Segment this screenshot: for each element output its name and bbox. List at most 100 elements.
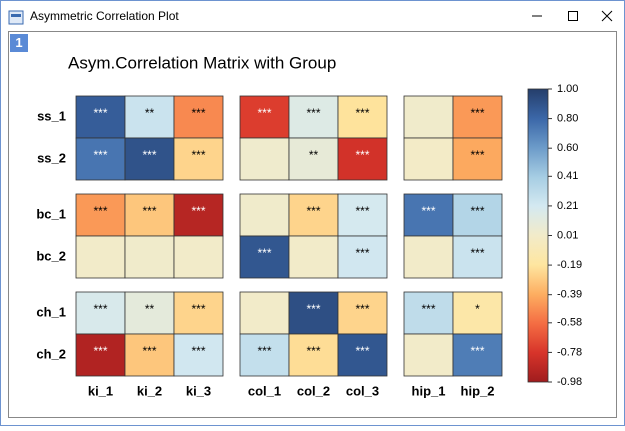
cell: [403, 137, 454, 181]
cell: [239, 95, 290, 139]
cell: [173, 291, 224, 335]
cell-annotation: ***: [355, 302, 369, 316]
row-label: ss_1: [37, 108, 66, 123]
cell: [239, 235, 290, 279]
cell: [403, 193, 454, 237]
cell: [337, 235, 388, 279]
page-tab[interactable]: [10, 34, 28, 52]
cell-annotation: ***: [257, 106, 271, 120]
column-label: ki_2: [137, 383, 162, 398]
cell-annotation: ***: [257, 344, 271, 358]
cell: [403, 235, 454, 279]
close-button[interactable]: [601, 10, 613, 22]
app-icon: [8, 10, 24, 25]
cell-annotation: ***: [93, 302, 107, 316]
colorbar-tick-label: 0.41: [557, 170, 578, 182]
cell-annotation: **: [145, 302, 155, 316]
colorbar-tick-label: 0.60: [557, 142, 578, 154]
cell: [173, 95, 224, 139]
cell-annotation: ***: [93, 106, 107, 120]
cell: [403, 333, 454, 377]
cell: [75, 235, 126, 279]
cell-annotation: ***: [306, 204, 320, 218]
column-label: ki_3: [186, 383, 211, 398]
cell: [288, 95, 339, 139]
cell: [288, 333, 339, 377]
cell: [337, 291, 388, 335]
cell-annotation: ***: [355, 204, 369, 218]
cell: [403, 95, 454, 139]
cell-annotation: ***: [191, 148, 205, 162]
cell-annotation: ***: [470, 344, 484, 358]
cell-annotation: ***: [142, 344, 156, 358]
row-label: ch_1: [36, 304, 66, 319]
page-tab-label: 1: [15, 35, 22, 50]
cell-annotation: ***: [306, 106, 320, 120]
cell: [337, 333, 388, 377]
cell-annotation: ***: [306, 302, 320, 316]
column-label: ki_1: [88, 383, 113, 398]
cell-annotation: ***: [355, 246, 369, 260]
column-label: hip_2: [461, 383, 495, 398]
cell-annotation: **: [309, 148, 319, 162]
cell-annotation: ***: [191, 344, 205, 358]
cell-annotation: ***: [355, 344, 369, 358]
cell: [173, 193, 224, 237]
cell: [452, 291, 503, 335]
cell: [75, 137, 126, 181]
cell: [239, 333, 290, 377]
column-label: col_2: [297, 383, 330, 398]
cell: [337, 193, 388, 237]
cell-annotation: ***: [355, 106, 369, 120]
cell: [124, 235, 175, 279]
row-label: ch_2: [36, 346, 66, 361]
cell-annotation: ***: [93, 344, 107, 358]
colorbar-tick-label: 0.80: [557, 113, 578, 125]
cell: [173, 235, 224, 279]
cell-annotation: ***: [470, 148, 484, 162]
cell: [288, 235, 339, 279]
colorbar-tick-label: -0.78: [557, 346, 582, 358]
cell: [124, 291, 175, 335]
column-label: hip_1: [412, 383, 446, 398]
colorbar: [527, 88, 549, 383]
cell-annotation: ***: [421, 204, 435, 218]
cell-annotation: ***: [470, 204, 484, 218]
cell: [337, 137, 388, 181]
cell-annotation: ***: [191, 302, 205, 316]
colorbar-tick-label: 0.01: [557, 229, 578, 241]
cell: [452, 333, 503, 377]
cell-annotation: ***: [191, 204, 205, 218]
cell-annotation: ***: [93, 148, 107, 162]
cell-annotation: ***: [306, 344, 320, 358]
row-label: ss_2: [37, 150, 66, 165]
row-label: bc_2: [36, 248, 66, 263]
cell: [239, 137, 290, 181]
maximize-button[interactable]: [568, 11, 578, 21]
cell: [173, 333, 224, 377]
app-icon-bar: [11, 14, 21, 17]
cell-annotation: ***: [93, 204, 107, 218]
cell-annotation: *: [475, 302, 480, 316]
cell: [124, 137, 175, 181]
cell: [239, 291, 290, 335]
cell: [239, 193, 290, 237]
colorbar-tick-label: -0.39: [557, 289, 582, 301]
column-label: col_3: [346, 383, 379, 398]
cell-annotation: ***: [470, 106, 484, 120]
row-label: bc_1: [36, 206, 66, 221]
cell: [124, 193, 175, 237]
cell: [452, 235, 503, 279]
column-label: col_1: [248, 383, 281, 398]
cell: [452, 137, 503, 181]
colorbar-tick-label: -0.19: [557, 259, 582, 271]
window-title: Asymmetric Correlation Plot: [30, 9, 179, 23]
cell-annotation: ***: [257, 246, 271, 260]
cell: [403, 291, 454, 335]
cell-annotation: ***: [470, 246, 484, 260]
cell: [288, 137, 339, 181]
cell-annotation: ***: [191, 106, 205, 120]
cell: [124, 95, 175, 139]
colorbar-tick-label: 0.21: [557, 200, 578, 212]
